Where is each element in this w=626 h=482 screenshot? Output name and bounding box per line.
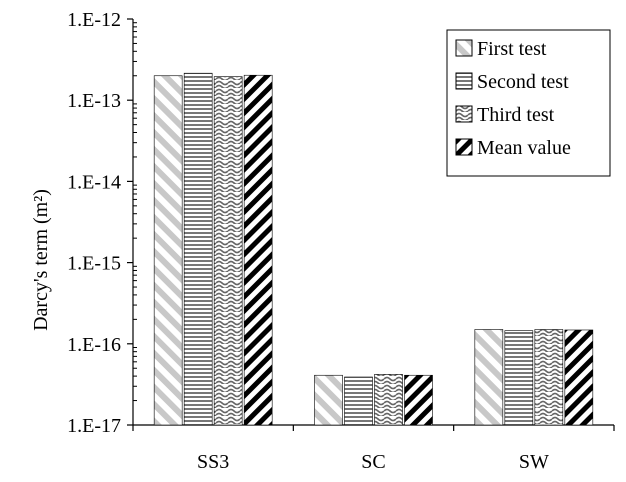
y-axis-label: Darcy's term (m²) — [30, 189, 52, 331]
y-axis: 1.E-17 1.E-16 1.E-15 1.E-14 1.E-13 1.E-12 Dar… — [30, 9, 137, 437]
y-tick-label: 1.E-15 — [67, 253, 121, 275]
bar-first-test — [153, 75, 183, 426]
legend-swatch — [455, 138, 473, 156]
bar-third-test — [534, 329, 564, 426]
y-tick-label: 1.E-14 — [67, 171, 121, 193]
bar-first-test — [314, 374, 343, 426]
legend-swatch — [455, 39, 473, 57]
bar-mean-value — [243, 74, 273, 426]
x-tick-label: SW — [519, 451, 549, 473]
bar-mean-value — [404, 374, 433, 426]
bar-second-test — [344, 376, 373, 426]
y-tick-label: 1.E-17 — [67, 415, 121, 437]
legend-label: Second test — [477, 71, 569, 93]
legend-swatch — [455, 105, 473, 123]
bar-third-test — [374, 374, 403, 426]
bar-second-test — [183, 72, 213, 426]
bar-mean-value — [564, 329, 594, 426]
y-tick-label: 1.E-12 — [67, 9, 121, 31]
legend: First test Second test Third test Mean valu… — [446, 29, 611, 177]
y-tick-label: 1.E-16 — [67, 334, 121, 356]
x-tick-label: SC — [361, 451, 385, 473]
legend-label: First test — [477, 38, 547, 60]
x-tick-label: SS3 — [197, 451, 229, 473]
bar-third-test — [213, 76, 243, 426]
legend-swatch — [455, 72, 473, 90]
y-tick-label: 1.E-13 — [67, 90, 121, 112]
bars-group — [153, 72, 594, 426]
bar-first-test — [474, 329, 504, 426]
bar-second-test — [504, 330, 534, 426]
x-axis: SS3 SC SW — [132, 424, 615, 473]
legend-label: Mean value — [477, 137, 571, 159]
legend-label: Third test — [477, 104, 555, 126]
